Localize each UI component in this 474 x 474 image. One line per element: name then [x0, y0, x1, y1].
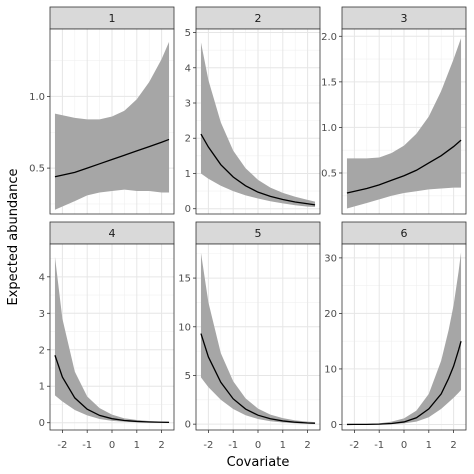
- y-tick-label: 1: [185, 169, 191, 180]
- y-tick-label: 15: [178, 274, 191, 285]
- strip-label: 4: [109, 227, 116, 240]
- y-tick-label: 0.5: [29, 164, 45, 175]
- panel-6: 6 0 10 20 30 -2 -1 0 1 2: [324, 221, 467, 451]
- y-tick-label: 2: [39, 345, 45, 356]
- x-tick-label: 2: [304, 440, 310, 451]
- y-tick-label: 4: [185, 63, 191, 74]
- fitted-line: [200, 133, 316, 206]
- y-tick-label: 0: [39, 418, 45, 429]
- strip-label: 3: [401, 12, 408, 25]
- confidence-band: [346, 38, 462, 209]
- confidence-band: [200, 42, 316, 207]
- panel-5: 5 0 5 10 15 -2 -1 0 1 2: [178, 221, 321, 451]
- y-tick-label: 1.0: [321, 123, 337, 134]
- x-tick-label: 0: [109, 440, 115, 451]
- y-tick-label: 3: [185, 99, 191, 110]
- fitted-line: [54, 138, 170, 178]
- y-tick-label: 3: [39, 309, 45, 320]
- x-tick-label: 0: [401, 440, 407, 451]
- x-tick-label: 1: [426, 440, 432, 451]
- y-tick-label: 1: [39, 382, 45, 393]
- x-tick-label: -1: [82, 440, 92, 451]
- y-tick-label: 2: [185, 134, 191, 145]
- y-tick-label: 0: [185, 204, 191, 215]
- x-tick-label: 1: [134, 440, 140, 451]
- x-axis-title: Covariate: [227, 455, 290, 470]
- panel-3: 3 0.5 1.0 1.5 2.0: [321, 6, 467, 215]
- x-tick-label: -1: [228, 440, 238, 451]
- fitted-line: [346, 139, 462, 194]
- strip-label: 5: [255, 227, 262, 240]
- confidence-band: [200, 252, 316, 424]
- y-tick-label: 0.5: [321, 168, 337, 179]
- y-tick-label: 10: [178, 322, 191, 333]
- x-tick-label: -2: [349, 440, 359, 451]
- fitted-line: [54, 355, 170, 424]
- panel-2: 2 0 1 2 3 4 5: [185, 6, 321, 215]
- y-tick-label: 1.0: [29, 92, 45, 103]
- y-tick-label: 5: [185, 371, 191, 382]
- panel-border: [195, 28, 321, 215]
- y-tick-label: 30: [324, 253, 337, 264]
- y-tick-label: 4: [39, 272, 45, 283]
- panel-1: 1 0.5 1.0: [29, 6, 175, 215]
- confidence-band: [54, 41, 170, 210]
- fitted-line: [346, 340, 462, 426]
- panel-4: 4 0 1 2 3 4 -2 -1 0 1 2: [39, 221, 175, 451]
- x-tick-label: -1: [374, 440, 384, 451]
- panel-border: [341, 28, 467, 215]
- panel-border: [49, 28, 175, 215]
- x-tick-label: 0: [255, 440, 261, 451]
- y-tick-label: 0: [331, 420, 337, 431]
- y-tick-label: 0: [185, 420, 191, 431]
- x-tick-label: 1: [280, 440, 286, 451]
- y-tick-label: 2.0: [321, 32, 337, 43]
- x-tick-label: -2: [203, 440, 213, 451]
- y-tick-label: 10: [324, 364, 337, 375]
- y-tick-label: 1.5: [321, 77, 337, 88]
- strip-label: 2: [255, 12, 262, 25]
- x-tick-label: 2: [450, 440, 456, 451]
- strip-label: 1: [109, 12, 116, 25]
- y-tick-label: 20: [324, 309, 337, 320]
- strip-label: 6: [401, 227, 408, 240]
- y-tick-label: 5: [185, 28, 191, 39]
- x-tick-label: 2: [158, 440, 164, 451]
- y-axis-title: Expected abundance: [6, 168, 21, 305]
- fitted-line: [200, 333, 316, 424]
- x-tick-label: -2: [57, 440, 67, 451]
